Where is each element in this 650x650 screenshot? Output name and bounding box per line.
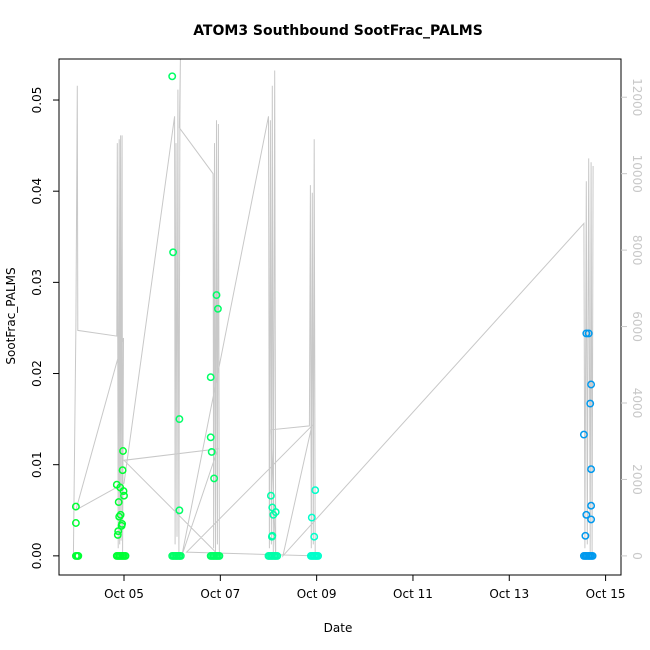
data-point — [118, 466, 127, 475]
altitude-trace — [72, 58, 594, 558]
x-tick-label: Oct 09 — [297, 587, 337, 601]
data-point — [310, 532, 319, 541]
data-point — [207, 447, 216, 456]
y-tick-label: 0.05 — [30, 87, 44, 114]
data-point — [582, 510, 591, 519]
data-point — [113, 530, 122, 539]
data-point — [584, 329, 593, 338]
y2-tick-label: 6000 — [630, 311, 644, 342]
y-tick-label: 0.02 — [30, 360, 44, 387]
data-point — [587, 380, 596, 389]
y2-tick-label: 2000 — [630, 464, 644, 495]
plot-frame — [58, 58, 622, 576]
y2-tick-label: 10000 — [630, 155, 644, 193]
data-point — [168, 72, 177, 81]
data-point — [579, 430, 588, 439]
y-axis-label: SootFrac_PALMS — [4, 267, 18, 364]
data-point — [314, 551, 323, 560]
altitude-trace-layer — [72, 58, 594, 558]
points-layer — [71, 72, 597, 560]
y2-tick-label: 8000 — [630, 235, 644, 266]
y2-tick-label: 12000 — [630, 78, 644, 116]
data-point — [212, 291, 221, 300]
data-point — [215, 551, 224, 560]
data-point — [267, 532, 276, 541]
axes-layer: Oct 05 Oct 07 Oct 09 Oct 11 Oct 13 Oct 15 0.00… — [30, 78, 644, 601]
data-point — [120, 491, 128, 500]
x-tick-label: Oct 07 — [200, 587, 240, 601]
y-tick-label: 0.04 — [30, 178, 44, 205]
data-point — [311, 486, 320, 495]
data-point — [118, 519, 127, 528]
data-point — [271, 508, 280, 517]
x-tick-label: Oct 11 — [393, 587, 433, 601]
x-tick-label: Oct 13 — [489, 587, 529, 601]
y2-tick-label: 0 — [630, 552, 644, 560]
data-point — [71, 519, 80, 527]
data-point — [176, 551, 185, 560]
data-point — [213, 304, 222, 313]
y-tick-label: 0.00 — [30, 542, 44, 569]
y-tick-label: 0.03 — [30, 269, 44, 296]
data-point — [119, 447, 127, 455]
data-point — [206, 373, 215, 382]
data-point — [175, 506, 184, 515]
data-point — [266, 491, 275, 500]
x-tick-label: Oct 05 — [104, 587, 144, 601]
data-point — [206, 433, 215, 442]
data-point — [71, 502, 80, 511]
data-point — [581, 531, 590, 540]
x-axis-label: Date — [324, 621, 353, 635]
data-point — [586, 399, 595, 408]
data-point — [175, 415, 184, 424]
data-point — [307, 513, 316, 522]
data-point — [587, 465, 596, 474]
data-point — [74, 551, 83, 560]
data-point — [588, 551, 597, 560]
data-point — [114, 527, 123, 536]
y2-tick-label: 4000 — [630, 388, 644, 419]
data-point — [273, 551, 282, 560]
chart-title: ATOM3 Southbound SootFrac_PALMS — [193, 23, 483, 39]
x-tick-label: Oct 15 — [586, 587, 626, 601]
data-point — [116, 510, 125, 519]
data-point — [210, 474, 219, 483]
y-tick-label: 0.01 — [30, 451, 44, 478]
data-point — [587, 515, 596, 524]
data-point — [114, 498, 123, 507]
data-point — [587, 501, 596, 510]
data-point — [169, 248, 178, 257]
data-point — [119, 487, 128, 496]
data-point — [582, 329, 591, 338]
data-point — [121, 551, 130, 560]
